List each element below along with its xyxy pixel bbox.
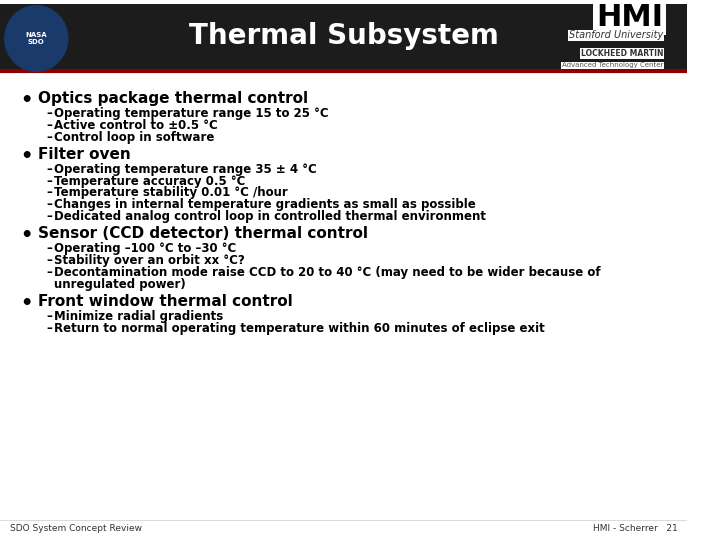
Text: NASA
SDO: NASA SDO <box>25 32 47 45</box>
Text: Operating temperature range 35 ± 4 °C: Operating temperature range 35 ± 4 °C <box>55 163 317 176</box>
Text: Front window thermal control: Front window thermal control <box>38 294 293 309</box>
Text: –: – <box>47 309 53 322</box>
Text: –: – <box>47 186 53 199</box>
Text: Sensor (CCD detector) thermal control: Sensor (CCD detector) thermal control <box>38 226 368 241</box>
Text: •: • <box>21 294 33 313</box>
Text: Decontamination mode raise CCD to 20 to 40 °C (may need to be wider because of: Decontamination mode raise CCD to 20 to … <box>55 266 601 279</box>
Text: Advanced Technology Center: Advanced Technology Center <box>562 62 663 68</box>
Text: –: – <box>47 107 53 120</box>
Text: –: – <box>47 174 53 187</box>
Text: –: – <box>47 321 53 334</box>
Text: Control loop in software: Control loop in software <box>55 131 215 144</box>
Text: Return to normal operating temperature within 60 minutes of eclipse exit: Return to normal operating temperature w… <box>55 321 545 334</box>
Text: HMI - Scherrer   21: HMI - Scherrer 21 <box>593 524 678 532</box>
Text: Active control to ±0.5 °C: Active control to ±0.5 °C <box>55 119 218 132</box>
Text: Filter oven: Filter oven <box>38 147 131 161</box>
Text: –: – <box>47 131 53 144</box>
Text: SDO System Concept Review: SDO System Concept Review <box>9 524 142 532</box>
Text: Dedicated analog control loop in controlled thermal environment: Dedicated analog control loop in control… <box>55 210 487 223</box>
Circle shape <box>5 6 68 71</box>
Text: –: – <box>47 210 53 223</box>
Text: Temperature stability 0.01 °C /hour: Temperature stability 0.01 °C /hour <box>55 186 288 199</box>
Text: Operating –100 °C to –30 °C: Operating –100 °C to –30 °C <box>55 242 237 255</box>
Text: •: • <box>21 147 33 166</box>
Text: Stanford University: Stanford University <box>569 30 663 40</box>
Text: Operating temperature range 15 to 25 °C: Operating temperature range 15 to 25 °C <box>55 107 329 120</box>
Text: unregulated power): unregulated power) <box>55 278 186 291</box>
Text: Stability over an orbit xx °C?: Stability over an orbit xx °C? <box>55 254 245 267</box>
Text: HMI: HMI <box>596 3 663 32</box>
Text: –: – <box>47 266 53 279</box>
Text: –: – <box>47 254 53 267</box>
Text: Optics package thermal control: Optics package thermal control <box>38 91 308 106</box>
Text: LOCKHEED MARTIN: LOCKHEED MARTIN <box>581 49 663 58</box>
Text: •: • <box>21 226 33 245</box>
Text: •: • <box>21 91 33 110</box>
Text: Thermal Subsystem: Thermal Subsystem <box>189 23 498 51</box>
Text: –: – <box>47 163 53 176</box>
Text: Changes in internal temperature gradients as small as possible: Changes in internal temperature gradient… <box>55 198 476 211</box>
Text: –: – <box>47 198 53 211</box>
Text: Minimize radial gradients: Minimize radial gradients <box>55 309 224 322</box>
Text: –: – <box>47 242 53 255</box>
Bar <box>0 4 687 71</box>
Text: –: – <box>47 119 53 132</box>
Text: Temperature accuracy 0.5 °C: Temperature accuracy 0.5 °C <box>55 174 246 187</box>
